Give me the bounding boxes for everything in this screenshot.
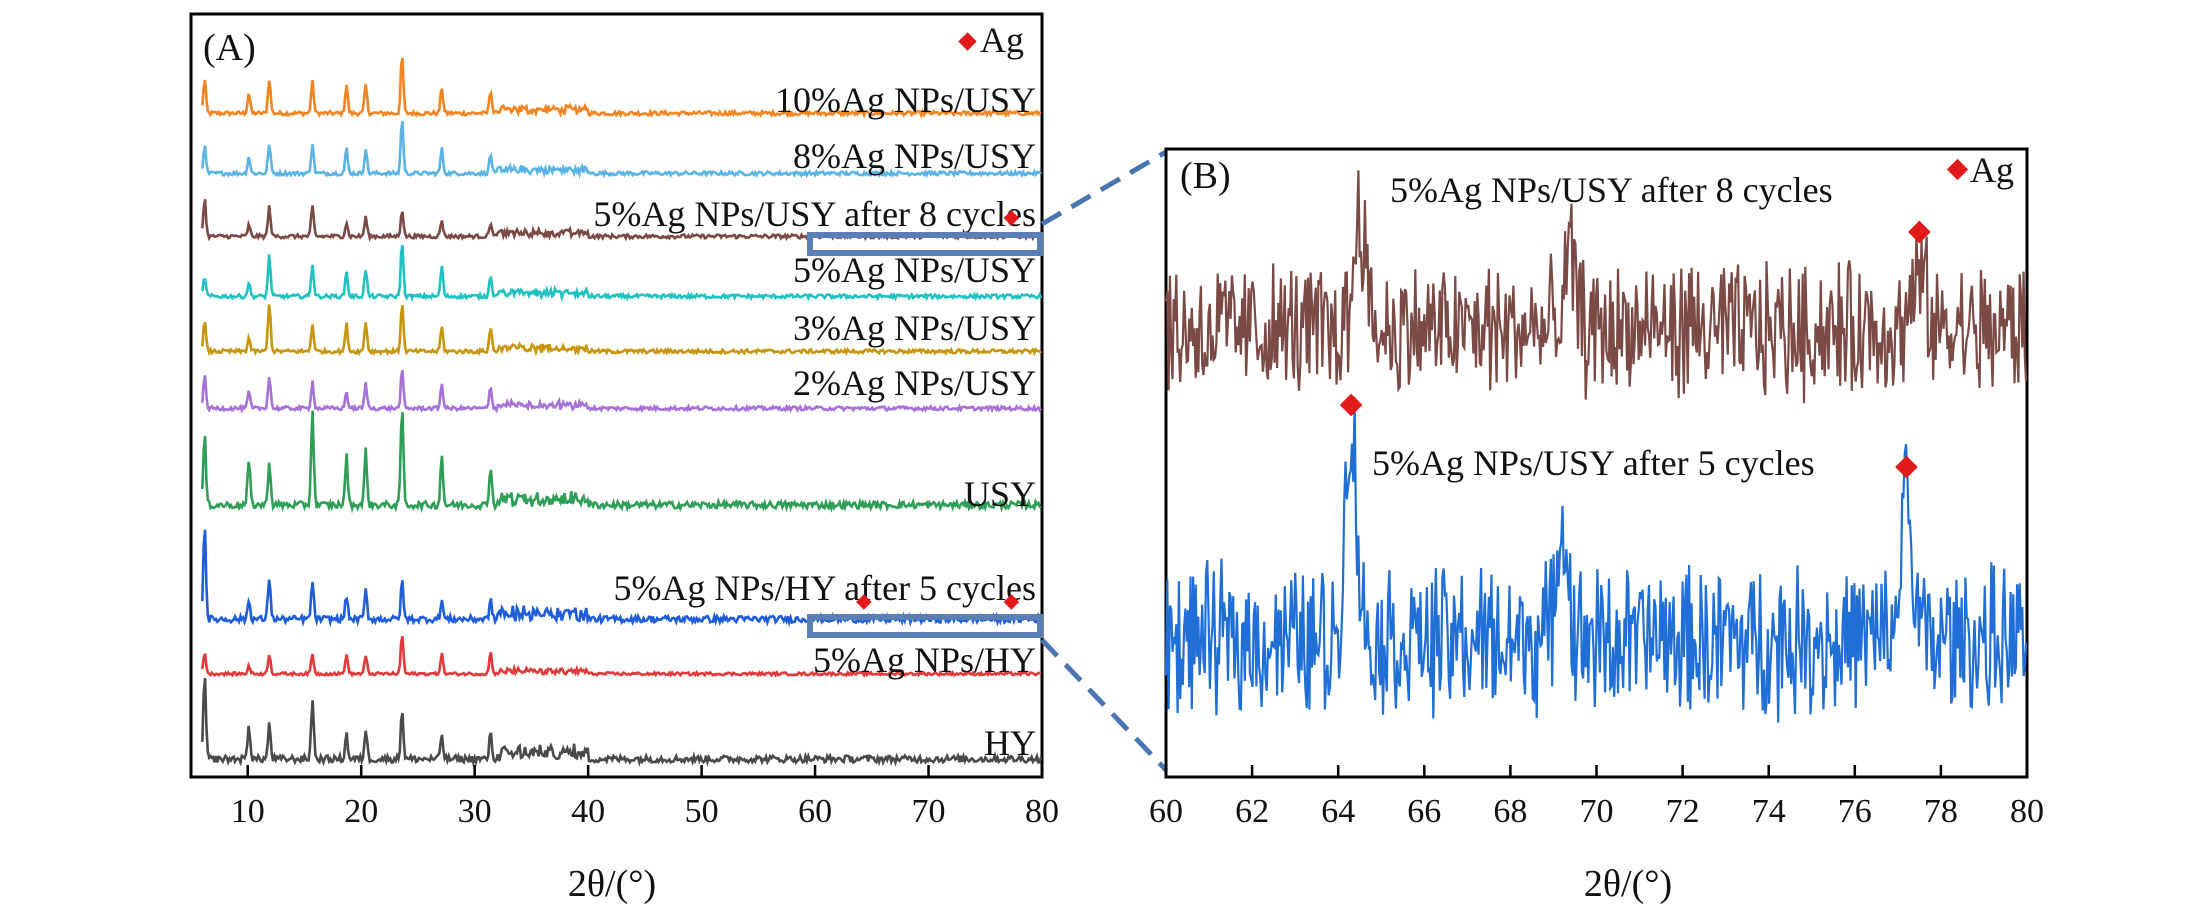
panel-a-x-tick-label: 50 (685, 793, 719, 830)
panel-a-series-line (201, 636, 1042, 678)
panel-a-series-line (201, 677, 1043, 768)
panel-a-x-tick-label: 10 (231, 793, 265, 830)
panel-a: (A) 10%Ag NPs/USY 8%Ag NPs/USY 5%Ag NPs/US… (189, 12, 1059, 905)
panel-a-x-tick-label: 80 (1025, 793, 1059, 830)
panel-b-x-tick-label: 76 (1838, 793, 1872, 830)
panel-b-legend: Ag (1946, 150, 2014, 190)
panel-a-x-tick-label: 60 (798, 793, 832, 830)
panel-a-ag-marker (856, 594, 872, 610)
panel-a-series-label: 5%Ag NPs/HY (813, 640, 1036, 680)
panel-a-legend-marker (958, 32, 977, 51)
panel-b: (B) 5%Ag NPs/USY after 8 cycles 5%Ag NPs/… (1149, 147, 2044, 905)
zoom-connector-lower (1040, 638, 1168, 772)
panel-a-x-axis-title: 2θ/(°) (568, 863, 656, 905)
panel-b-series-line (1164, 170, 2028, 404)
panel-a-ag-marker (1003, 210, 1020, 226)
panel-a-series-line (201, 304, 1043, 357)
panel-b-ag-marker (1339, 393, 1363, 417)
panel-a-legend: Ag (958, 20, 1024, 60)
panel-b-legend-label: Ag (1970, 150, 2014, 190)
panel-a-series-label: 5%Ag NPs/USY after 8 cycles (593, 194, 1036, 234)
panel-a-series-label: 5%Ag NPs/USY (793, 250, 1036, 290)
panel-a-x-tick-label: 70 (912, 793, 946, 830)
panel-b-x-tick-label: 62 (1235, 793, 1269, 830)
panel-a-series-label: 3%Ag NPs/USY (793, 308, 1036, 348)
panel-a-series-line (201, 57, 1042, 120)
panel-a-legend-label: Ag (980, 20, 1024, 60)
panel-b-x-tick-label: 70 (1580, 793, 1614, 830)
panel-b-x-tick-label: 66 (1407, 793, 1441, 830)
zoom-box-lower (807, 614, 1043, 638)
panel-a-series-label: 8%Ag NPs/USY (793, 136, 1036, 176)
panel-b-x-tick-label: 74 (1752, 793, 1786, 830)
panel-b-legend-marker (1946, 158, 1969, 181)
panel-b-series-line (1164, 397, 2028, 723)
panel-b-x-tick-label: 72 (1666, 793, 1700, 830)
panel-a-x-tick-label: 30 (458, 793, 492, 830)
zoom-connector-upper (1040, 149, 1168, 227)
panel-a-series-label: HY (984, 723, 1036, 763)
panel-a-series-line (201, 244, 1043, 303)
panel-b-series-label: 5%Ag NPs/USY after 8 cycles (1390, 170, 1833, 210)
panel-b-x-tick-label: 60 (1149, 793, 1183, 830)
panel-b-x-tick-label: 78 (1924, 793, 1958, 830)
panel-b-x-tick-label: 64 (1321, 793, 1355, 830)
panel-a-series-label: USY (964, 474, 1036, 514)
panel-b-x-axis-title: 2θ/(°) (1584, 863, 1672, 905)
panel-a-series-line (201, 410, 1043, 514)
panel-a-label: (A) (203, 27, 256, 69)
panel-a-series-line (201, 370, 1043, 414)
panel-a-ag-marker (1003, 594, 1020, 610)
panel-a-series-label: 2%Ag NPs/USY (793, 363, 1036, 403)
panel-b-label: (B) (1180, 155, 1231, 197)
panel-a-frame (189, 12, 1044, 779)
panel-a-series-line (201, 120, 1043, 179)
zoom-box-upper (807, 232, 1043, 256)
panel-b-x-tick-label: 80 (2010, 793, 2044, 830)
panel-a-x-tick-label: 20 (344, 793, 378, 830)
panel-b-x-tick-label: 68 (1493, 793, 1527, 830)
panel-b-series-label: 5%Ag NPs/USY after 5 cycles (1372, 443, 1815, 483)
panel-a-series-label: 10%Ag NPs/USY (775, 80, 1036, 120)
panel-a-x-tick-label: 40 (571, 793, 605, 830)
panel-b-ag-marker (1895, 455, 1918, 479)
panel-a-series-label: 5%Ag NPs/HY after 5 cycles (613, 568, 1036, 608)
